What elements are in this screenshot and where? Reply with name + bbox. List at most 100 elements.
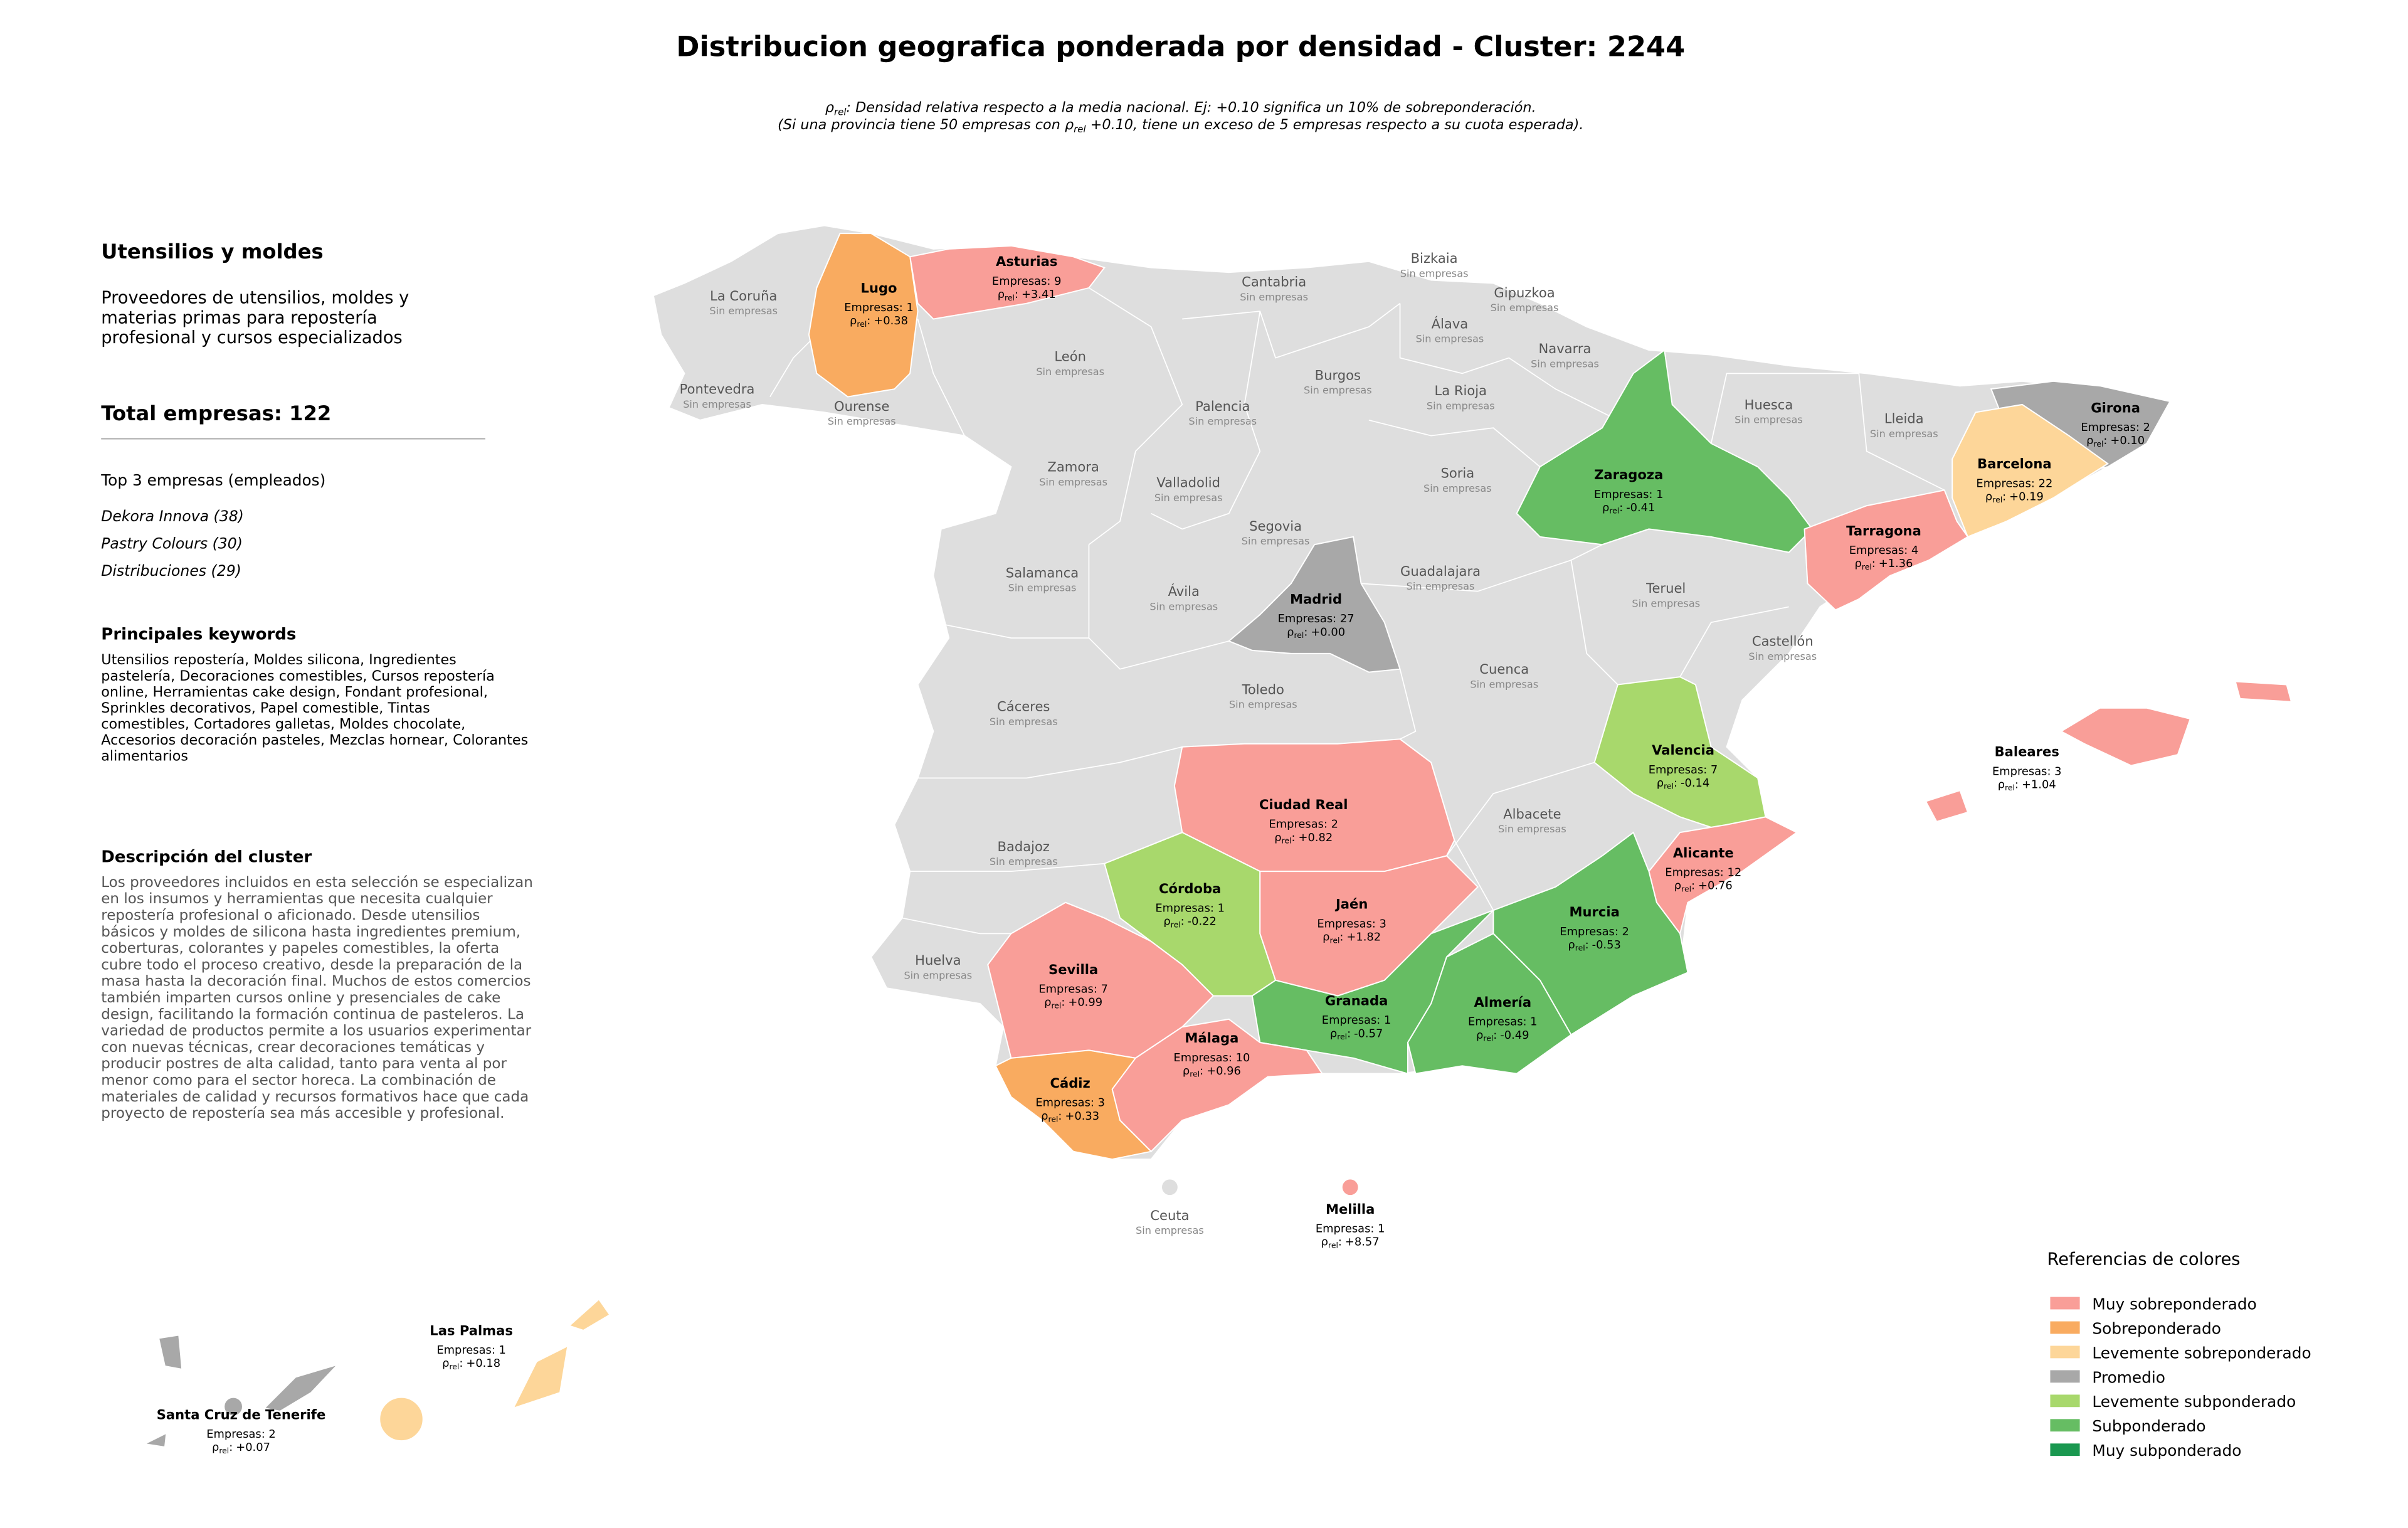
province-name: Barcelona <box>1977 456 2051 472</box>
border <box>1088 287 1183 545</box>
density-symbol: ρ <box>1985 491 1992 504</box>
province-label: Gipuzkoa Sin empresas <box>1491 285 1559 314</box>
density-separator: : <box>2002 491 2006 504</box>
province-label: La Rioja Sin empresas <box>1427 383 1495 411</box>
legend-entry: Muy sobreponderado <box>2050 1295 2257 1313</box>
density-subscript: rel <box>219 1446 229 1455</box>
island <box>263 1363 340 1412</box>
province-name: Granada <box>1325 992 1388 1008</box>
legend-swatch <box>2050 1394 2080 1408</box>
description-line: cubre todo el proceso creativo, desde la… <box>101 957 522 973</box>
island <box>379 1396 424 1442</box>
density-value: +1.82 <box>1346 931 1381 944</box>
legend-label: Levemente sobreponderado <box>2092 1344 2311 1362</box>
density-subscript: rel <box>2005 783 2015 792</box>
province-name: Almería <box>1474 994 1531 1010</box>
density-symbol: ρ <box>1602 501 1609 514</box>
province-density: ρrel: +1.82 <box>1323 931 1381 945</box>
province-status: Sin empresas <box>1423 482 1492 494</box>
density-separator: : <box>1338 1236 1342 1249</box>
description-line: producir postres de alta calidad, tanto … <box>101 1056 507 1072</box>
description-line: Los proveedores incluidos en esta selecc… <box>101 874 533 891</box>
legend-label: Muy sobreponderado <box>2092 1295 2256 1313</box>
province-companies: Empresas: 4 <box>1849 544 1919 557</box>
density-value: +0.10 <box>2110 434 2145 447</box>
density-subscript: rel <box>1190 1069 1200 1079</box>
province-name: Madrid <box>1290 591 1342 607</box>
density-symbol: ρ <box>1855 557 1862 570</box>
border <box>1399 303 1619 421</box>
keywords-line: Accesorios decoración pasteles, Mezclas … <box>101 732 528 748</box>
cluster-name: Utensilios y moldes <box>101 240 323 263</box>
province-name: Huesca <box>1745 396 1793 412</box>
province-companies: Empresas: 1 <box>1594 488 1664 501</box>
legend-entry: Subponderado <box>2050 1417 2206 1435</box>
border <box>769 334 817 398</box>
province-density: ρrel: +8.57 <box>1321 1236 1380 1250</box>
density-subscript: rel <box>1609 506 1619 516</box>
province-status: Sin empresas <box>1154 492 1223 504</box>
density-symbol: ρ <box>998 288 1005 301</box>
ceuta-shape <box>1162 1179 1178 1196</box>
island <box>223 1396 243 1417</box>
density-symbol: ρ <box>1321 1236 1328 1249</box>
province-name: Zaragoza <box>1594 467 1663 482</box>
border <box>1570 560 1619 686</box>
province-status: Sin empresas <box>1188 415 1257 427</box>
province-status: Sin empresas <box>1304 385 1372 396</box>
province-density: ρrel: +0.96 <box>1183 1064 1241 1079</box>
description-line: design, facilitando la formación continu… <box>101 1006 524 1022</box>
province-density: ρrel: +0.19 <box>1985 491 2044 505</box>
subtitle: ρrel: Densidad relativa respecto a la me… <box>825 100 1536 118</box>
density-subscript: rel <box>1575 943 1585 953</box>
province-companies: Empresas: 7 <box>1038 983 1108 996</box>
province-status: Sin empresas <box>1491 302 1559 314</box>
province-status: Sin empresas <box>1008 582 1077 594</box>
province-status: Sin empresas <box>1229 699 1297 711</box>
border <box>1361 544 1603 592</box>
text: +0.10, tiene un exceso de 5 empresas res… <box>1086 117 1584 133</box>
province-name: Segovia <box>1249 518 1302 534</box>
province-name: Tarragona <box>1846 523 1921 538</box>
province-name: Alicante <box>1673 845 1734 861</box>
province-companies: Empresas: 1 <box>1322 1014 1391 1027</box>
density-subscript: rel <box>1294 630 1304 640</box>
keywords-line: alimentarios <box>101 748 188 765</box>
province-density: ρrel: +0.33 <box>1041 1110 1099 1124</box>
province-name: Álava <box>1432 316 1469 331</box>
description-line: básicos y moldes de silicona hasta ingre… <box>101 924 520 940</box>
density-separator: : <box>1674 777 1677 790</box>
density-separator: : <box>1619 501 1623 514</box>
province-shape <box>1803 489 1969 611</box>
density-value: +1.36 <box>1879 557 1913 570</box>
density-separator: : <box>867 314 870 327</box>
description-line: materiales de calidad y recursos formati… <box>101 1089 529 1105</box>
province-name: Cáceres <box>997 699 1050 714</box>
density-symbol: ρ <box>2086 434 2093 447</box>
province-label: Valladolid Sin empresas <box>1154 474 1223 503</box>
province-companies: Empresas: 2 <box>206 1428 276 1441</box>
summary-line: materias primas para repostería <box>101 308 377 327</box>
border <box>1182 303 1401 359</box>
density-subscript: rel <box>1171 920 1181 929</box>
density-value: -0.57 <box>1354 1027 1383 1040</box>
province-name: Las Palmas <box>430 1322 513 1338</box>
border <box>1446 761 1595 856</box>
subscript: rel <box>1074 124 1086 135</box>
province-status: Sin empresas <box>683 398 751 410</box>
density-subscript: rel <box>857 319 867 329</box>
density-symbol: ρ <box>1568 938 1575 952</box>
